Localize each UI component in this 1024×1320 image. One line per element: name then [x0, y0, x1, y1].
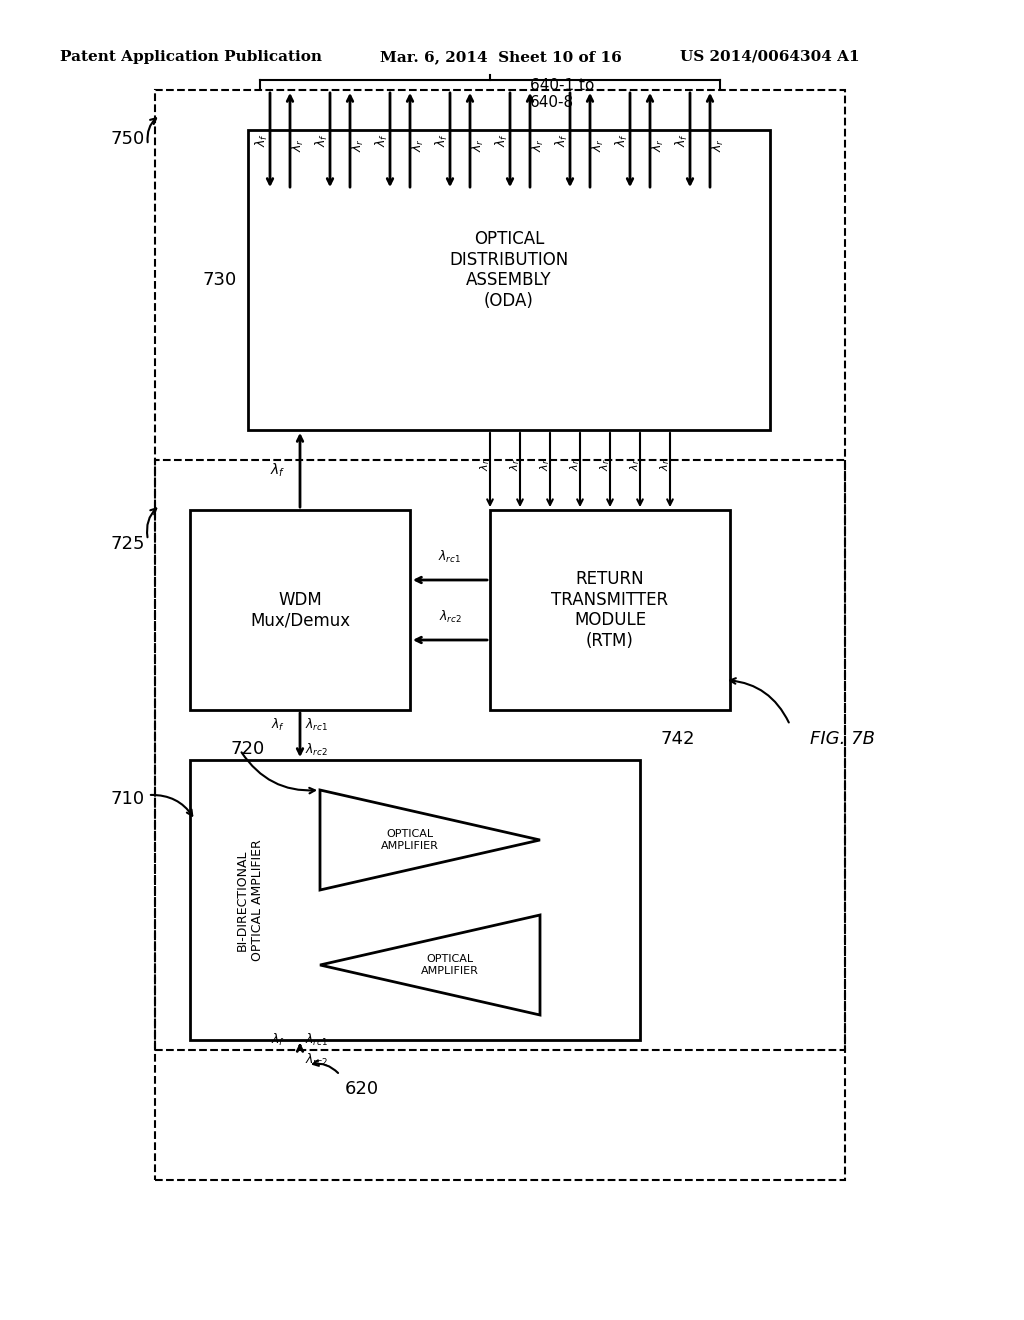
Text: RETURN
TRANSMITTER
MODULE
(RTM): RETURN TRANSMITTER MODULE (RTM)	[552, 570, 669, 651]
Text: 730: 730	[203, 271, 237, 289]
Bar	[190, 510, 410, 710]
Text: $\lambda_f$: $\lambda_f$	[271, 1032, 285, 1048]
Text: $\lambda_f$: $\lambda_f$	[674, 133, 690, 147]
Text: 725: 725	[111, 535, 145, 553]
Text: $\lambda_{rc1}$: $\lambda_{rc1}$	[305, 1032, 328, 1048]
Text: $\lambda_r$: $\lambda_r$	[290, 139, 306, 152]
Text: 620: 620	[345, 1080, 379, 1098]
Text: $\lambda_r$: $\lambda_r$	[590, 139, 606, 152]
Text: 710: 710	[111, 789, 145, 808]
Text: OPTICAL
AMPLIFIER: OPTICAL AMPLIFIER	[421, 954, 479, 975]
Text: $\lambda_r$: $\lambda_r$	[508, 458, 522, 471]
Text: $\lambda_{rc2}$: $\lambda_{rc2}$	[305, 742, 328, 758]
Text: $\lambda_f$: $\lambda_f$	[494, 133, 510, 147]
Text: US 2014/0064304 A1: US 2014/0064304 A1	[680, 50, 859, 63]
Bar	[155, 90, 845, 1180]
Text: $\lambda_f$: $\lambda_f$	[374, 133, 390, 147]
Text: 750: 750	[111, 129, 145, 148]
Bar	[248, 129, 770, 430]
Text: OPTICAL
AMPLIFIER: OPTICAL AMPLIFIER	[381, 829, 439, 851]
Text: $\lambda_{rc1}$: $\lambda_{rc1}$	[438, 549, 462, 565]
Text: $\lambda_f$: $\lambda_f$	[614, 133, 630, 147]
Bar	[190, 760, 640, 1040]
Text: BI-DIRECTIONAL
OPTICAL AMPLIFIER: BI-DIRECTIONAL OPTICAL AMPLIFIER	[236, 840, 264, 961]
Text: 720: 720	[230, 741, 264, 758]
Text: $\lambda_f$: $\lambda_f$	[434, 133, 451, 147]
Text: $\lambda_f$: $\lambda_f$	[314, 133, 330, 147]
Text: OPTICAL
DISTRIBUTION
ASSEMBLY
(ODA): OPTICAL DISTRIBUTION ASSEMBLY (ODA)	[450, 230, 568, 310]
Text: $\lambda_r$: $\lambda_r$	[470, 139, 486, 152]
Text: $\lambda_f$: $\lambda_f$	[254, 133, 270, 147]
Text: $\lambda_f$: $\lambda_f$	[271, 717, 285, 733]
Text: $\lambda_{rc2}$: $\lambda_{rc2}$	[438, 609, 462, 624]
Text: $\lambda_r$: $\lambda_r$	[628, 458, 642, 471]
Text: 640-1 to
640-8: 640-1 to 640-8	[530, 78, 594, 111]
Text: $\lambda_r$: $\lambda_r$	[658, 458, 672, 471]
Text: 742: 742	[660, 730, 694, 748]
Text: FIG. 7B: FIG. 7B	[810, 730, 874, 748]
Bar	[155, 459, 845, 1049]
Text: $\lambda_r$: $\lambda_r$	[350, 139, 366, 152]
Text: Patent Application Publication: Patent Application Publication	[60, 50, 322, 63]
Text: $\lambda_{rc2}$: $\lambda_{rc2}$	[305, 1052, 328, 1068]
Text: $\lambda_r$: $\lambda_r$	[710, 139, 726, 152]
Text: $\lambda_r$: $\lambda_r$	[538, 458, 552, 471]
Text: WDM
Mux/Demux: WDM Mux/Demux	[250, 590, 350, 630]
Text: $\lambda_f$: $\lambda_f$	[554, 133, 570, 147]
Text: $\lambda_r$: $\lambda_r$	[598, 458, 612, 471]
Text: $\lambda_{rc1}$: $\lambda_{rc1}$	[305, 717, 328, 733]
Text: $\lambda_r$: $\lambda_r$	[410, 139, 426, 152]
Text: $\lambda_r$: $\lambda_r$	[650, 139, 666, 152]
Text: Mar. 6, 2014  Sheet 10 of 16: Mar. 6, 2014 Sheet 10 of 16	[380, 50, 622, 63]
Text: $\lambda_r$: $\lambda_r$	[568, 458, 582, 471]
Text: $\lambda_f$: $\lambda_f$	[269, 461, 285, 479]
Text: $\lambda_r$: $\lambda_r$	[478, 458, 492, 471]
Text: $\lambda_r$: $\lambda_r$	[530, 139, 546, 152]
Bar	[490, 510, 730, 710]
